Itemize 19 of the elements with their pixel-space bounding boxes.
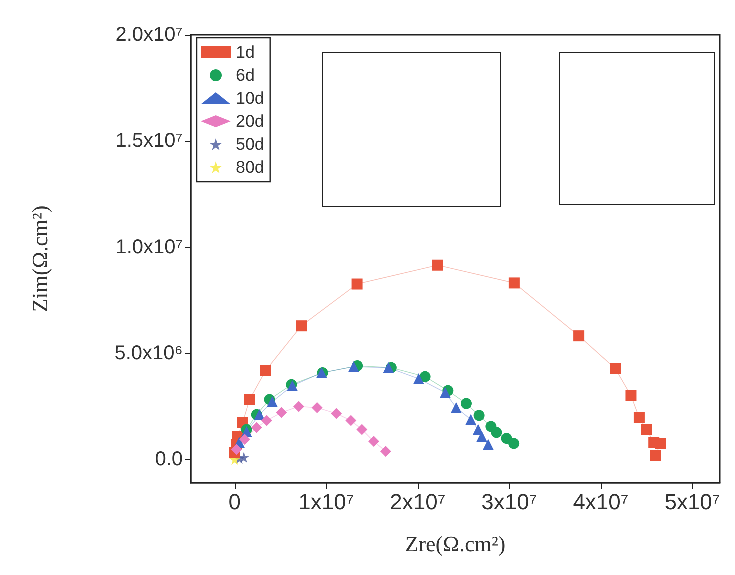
x-tick-label: 0	[228, 490, 242, 514]
y-axis-title: Zim(Ω.cm²)	[28, 206, 52, 312]
legend-label: 80d	[236, 158, 264, 177]
x-tick-label: 3x10⁷	[482, 490, 538, 514]
y-tick-label: 5.0x10⁶	[114, 342, 183, 364]
legend-label: 50d	[236, 135, 264, 154]
legend-label: 20d	[236, 112, 264, 131]
x-tick-label: 2x10⁷	[390, 490, 446, 514]
y-tick-label: 0.0	[155, 448, 183, 471]
x-tick-label: 1x10⁷	[298, 490, 354, 514]
y-tick-label: 2.0x10⁷	[116, 24, 183, 46]
legend-label: 6d	[236, 66, 255, 85]
x-tick-label: 5x10⁷	[664, 490, 720, 514]
x-tick-label: 4x10⁷	[573, 490, 629, 514]
y-tick-label: 1.0x10⁷	[116, 236, 183, 258]
legend-label: 10d	[236, 89, 264, 108]
legend-label: 1d	[236, 43, 255, 62]
y-tick-label: 1.5x10⁷	[116, 130, 183, 152]
x-axis-title: Zre(Ω.cm²)	[405, 532, 506, 556]
